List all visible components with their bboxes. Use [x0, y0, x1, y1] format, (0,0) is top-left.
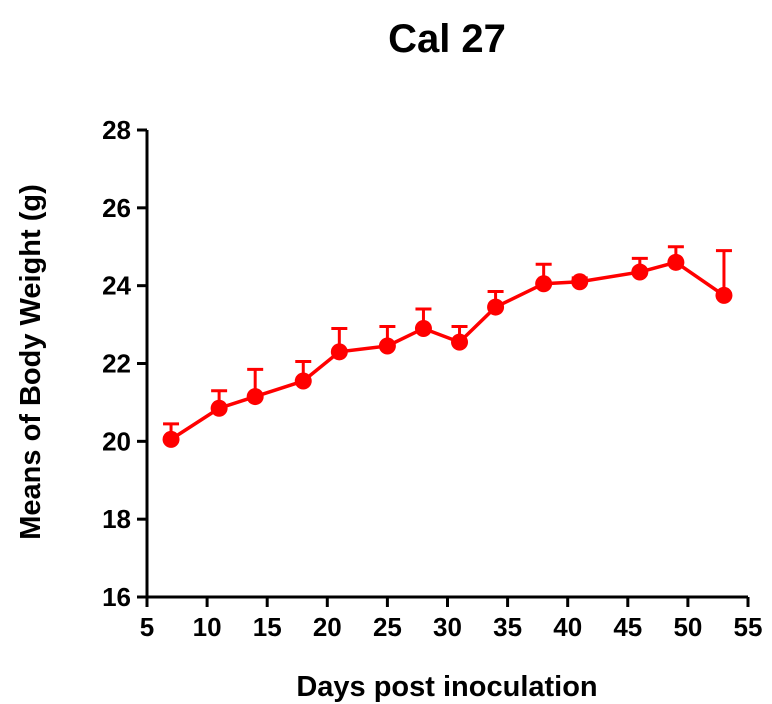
x-tick-label: 10: [193, 612, 222, 642]
x-tick-label: 15: [253, 612, 282, 642]
y-tick-label: 20: [102, 426, 131, 456]
y-tick-label: 24: [102, 271, 131, 301]
x-tick-label: 30: [433, 612, 462, 642]
x-tick-label: 20: [313, 612, 342, 642]
data-point: [162, 430, 180, 448]
chart-title: Cal 27: [388, 17, 506, 61]
y-axis: 16 18 20 22 24 26 28: [102, 115, 149, 612]
y-tick-label: 28: [102, 115, 131, 145]
x-axis-label: Days post inoculation: [296, 671, 597, 703]
x-tick-label: 25: [373, 612, 402, 642]
x-tick-label: 50: [673, 612, 702, 642]
x-tick-label: 35: [493, 612, 522, 642]
x-tick-label: 5: [140, 612, 154, 642]
x-tick-label: 55: [734, 612, 763, 642]
y-axis-label: Means of Body Weight (g): [15, 184, 47, 540]
y-tick-label: 18: [102, 504, 131, 534]
data-point: [715, 286, 733, 304]
data-point: [451, 333, 469, 351]
x-tick-label: 40: [553, 612, 582, 642]
y-tick-label: 26: [102, 193, 131, 223]
data-point: [414, 319, 432, 337]
series-line: [170, 260, 725, 441]
x-tick-label: 45: [613, 612, 642, 642]
data-point: [667, 253, 685, 271]
data-point: [246, 388, 264, 406]
x-axis: 5 10 15 20 25 30 35 40 45 50 55: [140, 595, 763, 642]
y-tick-label: 16: [102, 582, 131, 612]
data-point: [330, 343, 348, 361]
data-series: [162, 245, 733, 448]
data-point: [210, 399, 228, 417]
data-point: [378, 337, 396, 355]
data-point: [294, 372, 312, 390]
data-point: [571, 273, 589, 291]
y-tick-label: 22: [102, 349, 131, 379]
data-point: [487, 298, 505, 316]
data-point: [535, 275, 553, 293]
data-point: [631, 263, 649, 281]
